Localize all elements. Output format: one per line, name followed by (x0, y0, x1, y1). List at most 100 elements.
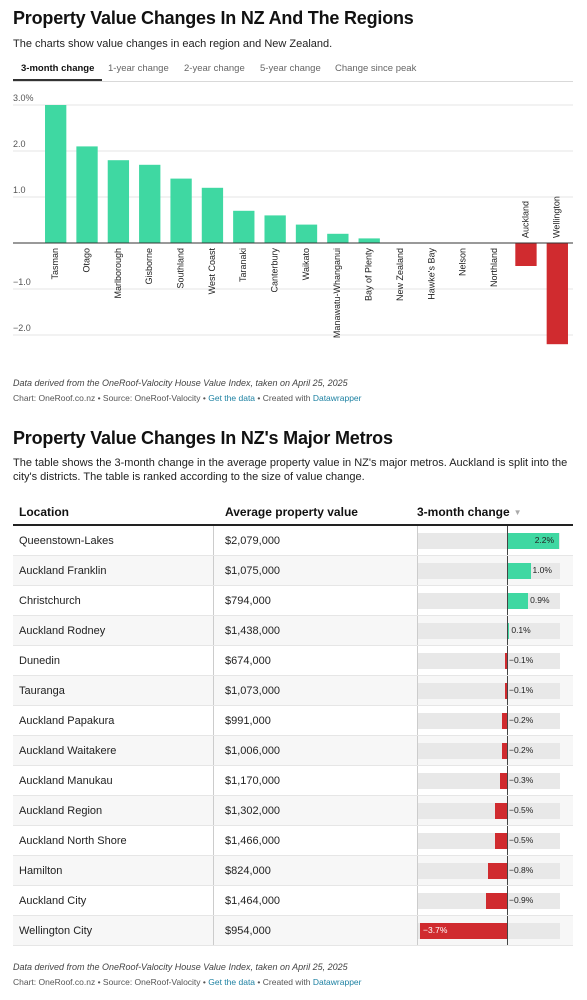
column-divider (417, 856, 418, 885)
x-tick-label: Hawke's Bay (426, 248, 436, 300)
cell-location: Auckland Manukau (19, 775, 113, 787)
cell-value: $674,000 (225, 655, 271, 667)
x-tick-label: Nelson (458, 248, 468, 276)
header-location[interactable]: Location (19, 505, 69, 519)
table-row: Dunedin $674,000 −0.1% (13, 646, 573, 676)
column-divider (417, 526, 418, 555)
cell-value: $954,000 (225, 925, 271, 937)
x-tick-label: Auckland (520, 201, 530, 238)
sort-down-icon: ▼ (513, 508, 522, 517)
tab-2-year[interactable]: 2-year change (184, 63, 245, 74)
created-with-text: • Created with (255, 393, 313, 403)
cell-value: $1,006,000 (225, 745, 281, 757)
x-tick-label: Marlborough (113, 248, 123, 299)
cell-location: Auckland Rodney (19, 625, 106, 637)
created-with-text-2: • Created with (255, 977, 313, 987)
x-tick-label: Manawatu-Whanganui (332, 248, 342, 338)
x-tick-label: Waikato (301, 248, 311, 280)
x-tick-label: Otago (81, 248, 91, 273)
change-bar (507, 623, 510, 639)
cell-value: $794,000 (225, 595, 271, 607)
change-label: −0.1% (509, 685, 534, 695)
column-divider (213, 916, 214, 945)
zero-line (507, 886, 508, 915)
tab-5-year[interactable]: 5-year change (260, 63, 321, 74)
zero-line (507, 586, 508, 615)
cell-value: $1,464,000 (225, 895, 281, 907)
zero-line (507, 556, 508, 585)
column-divider (417, 646, 418, 675)
datawrapper-link[interactable]: Datawrapper (312, 393, 362, 403)
header-value[interactable]: Average property value (225, 505, 358, 519)
column-divider (213, 856, 214, 885)
tab-since-peak[interactable]: Change since peak (335, 63, 417, 74)
byline-text: Chart: OneRoof.co.nz • Source: OneRoof-V… (13, 393, 209, 403)
column-divider (417, 826, 418, 855)
bar-otago (76, 146, 98, 243)
bar-auckland (515, 243, 537, 266)
zero-line (507, 526, 508, 555)
change-label: 1.0% (532, 565, 552, 575)
change-bar (502, 743, 507, 759)
zero-line (507, 796, 508, 825)
bar-bay-of-plenty (358, 238, 380, 243)
x-tick-label: Gisborne (144, 248, 154, 285)
column-divider (213, 826, 214, 855)
change-label: −3.7% (423, 925, 448, 935)
change-bar (504, 683, 507, 699)
change-label: −0.2% (509, 745, 534, 755)
column-divider (213, 736, 214, 765)
chart-title: Property Value Changes In NZ And The Reg… (13, 8, 414, 28)
bar-track (418, 833, 560, 849)
column-divider (417, 616, 418, 645)
change-bar (488, 863, 507, 879)
x-tick-label: Bay of Plenty (364, 248, 374, 302)
change-label: −0.5% (509, 835, 534, 845)
x-tick-label: Canterbury (270, 248, 280, 293)
header-change-label: 3-month change (417, 505, 510, 519)
bar-wellington (546, 243, 568, 345)
get-data-link-2[interactable]: Get the data (208, 977, 256, 987)
x-tick-label: New Zealand (395, 248, 405, 301)
x-tick-label: West Coast (207, 248, 217, 295)
table-row: Auckland Franklin $1,075,000 1.0% (13, 556, 573, 586)
bar-taranaki (233, 210, 255, 243)
bar-southland (170, 178, 192, 243)
change-bar (499, 773, 507, 789)
bar-manawatu-whanganui (327, 233, 349, 243)
get-data-link[interactable]: Get the data (208, 393, 256, 403)
zero-line (507, 826, 508, 855)
column-divider (213, 526, 214, 555)
cell-location: Queenstown-Lakes (19, 535, 114, 547)
column-divider (213, 766, 214, 795)
zero-line (507, 706, 508, 735)
y-tick-label: 1.0 (13, 185, 26, 195)
table-description: The table shows the 3-month change in th… (13, 457, 568, 483)
column-divider (417, 736, 418, 765)
change-bar (502, 713, 507, 729)
bar-west-coast (201, 187, 224, 243)
column-divider (417, 586, 418, 615)
x-tick-label: Tasman (50, 248, 60, 280)
column-divider (417, 676, 418, 705)
table-row: Auckland City $1,464,000 −0.9% (13, 886, 573, 916)
tab-1-year[interactable]: 1-year change (108, 63, 169, 74)
datawrapper-link-2[interactable]: Datawrapper (312, 977, 362, 987)
header-change[interactable]: 3-month change ▼ (417, 505, 522, 519)
cell-location: Auckland Papakura (19, 715, 115, 727)
tab-3-month[interactable]: 3-month change (13, 60, 103, 81)
cell-value: $1,073,000 (225, 685, 281, 697)
table-row: Auckland Rodney $1,438,000 0.1% (13, 616, 573, 646)
cell-location: Wellington City (19, 925, 93, 937)
zero-line (507, 766, 508, 795)
change-label: −0.5% (509, 805, 534, 815)
change-bar (504, 653, 507, 669)
column-divider (213, 706, 214, 735)
zero-line (507, 616, 508, 645)
y-tick-label: 3.0% (13, 93, 34, 103)
cell-value: $991,000 (225, 715, 271, 727)
bar-track (418, 623, 560, 639)
regions-bar-chart: 3.0% 2.0 1.0 −1.0 −2.0 Tasman Otago Marlborough… (13, 93, 573, 345)
chart-byline: Chart: OneRoof.co.nz • Source: OneRoof-V… (13, 393, 362, 403)
chart-description: The charts show value changes in each re… (13, 38, 333, 50)
